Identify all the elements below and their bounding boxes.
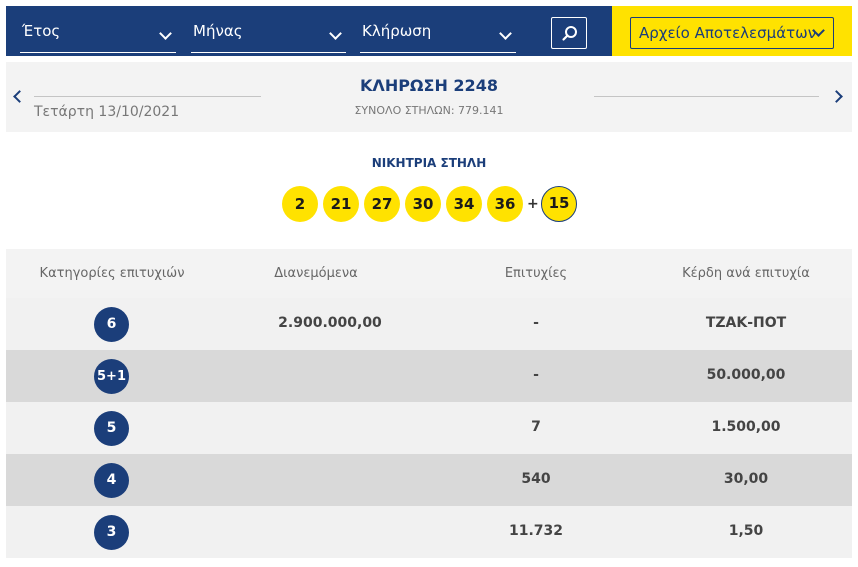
prize-cell: 1,50 [728,523,764,539]
winning-number-ball: 30 [405,186,441,222]
distributed-cell: 2.900.000,00 [278,315,382,331]
winning-column-label: ΝΙΚΗΤΡΙΑ ΣΤΗΛΗ [371,156,487,170]
search-button[interactable] [551,17,587,49]
prize-cell: 1.500,00 [711,419,781,435]
winners-cell: 7 [531,419,541,435]
draw-total-columns: ΣΥΝΟΛΟ ΣΤΗΛΩΝ: 779.141 [354,104,504,117]
archive-panel: Αρχείο Αποτελεσμάτων [612,6,852,56]
draw-header: Τετάρτη 13/10/2021 ΚΛΗΡΩΣΗ 2248 ΣΥΝΟΛΟ Σ… [6,62,852,132]
archive-results-dropdown[interactable]: Αρχείο Αποτελεσμάτων [630,17,834,49]
divider [34,96,261,97]
header-distributed: Διανεμόμενα [274,266,358,281]
table-row: 5+1 - 50.000,00 [6,350,852,402]
winning-number-ball: 27 [364,186,400,222]
chevron-down-icon [499,27,512,40]
month-select[interactable]: Μήνας [191,17,346,53]
winners-cell: 540 [521,471,551,487]
draw-select[interactable]: Κλήρωση [360,17,516,53]
winning-number-ball: 2 [282,186,318,222]
table-row: 3 11.732 1,50 [6,506,852,558]
prize-cell: ΤΖΑΚ-ΠΟΤ [705,315,787,331]
category-badge: 3 [94,515,129,550]
winners-cell: - [533,315,539,331]
bonus-number-ball: 15 [541,186,577,222]
archive-results-label: Αρχείο Αποτελεσμάτων [639,24,817,42]
filter-bar: Έτος Μήνας Κλήρωση Αρχείο Αποτελεσμάτων [6,6,852,56]
table-row: 4 540 30,00 [6,454,852,506]
header-prize-per-winner: Κέρδη ανά επιτυχία [682,266,810,281]
category-badge: 4 [94,463,129,498]
winning-number-ball: 21 [323,186,359,222]
draw-date: Τετάρτη 13/10/2021 [34,104,180,120]
category-badge: 6 [94,307,129,342]
search-icon [562,26,577,41]
header-categories: Κατηγορίες επιτυχιών [39,266,185,281]
prize-cell: 30,00 [723,471,769,487]
winners-cell: 11.732 [508,523,564,539]
year-select[interactable]: Έτος [20,17,176,53]
chevron-down-icon [159,27,172,40]
results-table-header: Κατηγορίες επιτυχιών Διανεμόμενα Επιτυχί… [6,249,852,298]
table-row: 6 2.900.000,00 - ΤΖΑΚ-ΠΟΤ [6,298,852,350]
divider [594,96,819,97]
plus-sign: + [527,196,539,212]
draw-select-label: Κλήρωση [362,22,432,40]
winning-number-ball: 36 [487,186,523,222]
table-row: 5 7 1.500,00 [6,402,852,454]
chevron-down-icon [329,27,342,40]
prize-cell: 50.000,00 [706,367,786,383]
draw-title: ΚΛΗΡΩΣΗ 2248 [360,76,498,95]
winners-cell: - [533,367,539,383]
year-select-label: Έτος [22,22,61,40]
category-badge: 5 [94,411,129,446]
category-badge: 5+1 [94,359,129,394]
header-winners: Επιτυχίες [504,266,568,281]
winning-number-ball: 34 [446,186,482,222]
month-select-label: Μήνας [193,22,243,40]
